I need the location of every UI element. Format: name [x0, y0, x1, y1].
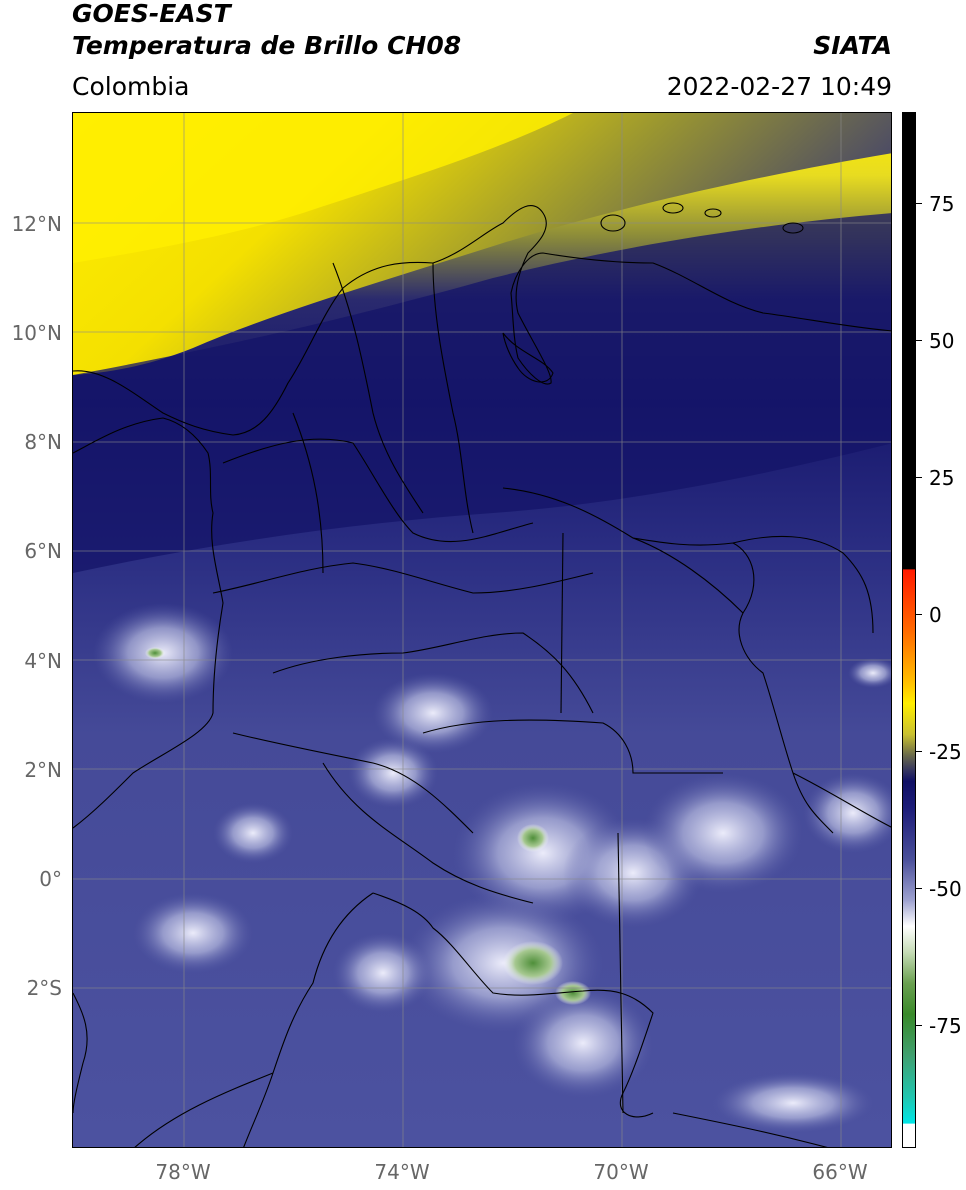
lon-label-66w: 66°W — [812, 1160, 868, 1184]
lat-label-0: 0° — [39, 867, 62, 891]
graticule — [73, 113, 891, 1147]
colorbar-tick — [916, 888, 922, 889]
colorbar-tick — [916, 203, 922, 204]
lon-label-74w: 74°W — [374, 1160, 430, 1184]
satellite-name: GOES-EAST — [72, 0, 231, 28]
colorbar-label-75: 75 — [929, 192, 955, 216]
colorbar-tick — [916, 751, 922, 752]
colorbar-tick — [916, 1025, 922, 1026]
colorbar-label-25: 25 — [929, 466, 955, 490]
lat-label-4n: 4°N — [24, 649, 62, 673]
lon-label-70w: 70°W — [593, 1160, 649, 1184]
timestamp-label: 2022-02-27 10:49 — [666, 72, 892, 101]
lat-label-2s: 2°S — [26, 976, 62, 1000]
colorbar-tick — [916, 340, 922, 341]
country-borders — [73, 202, 891, 1147]
colorbar-label-0: 0 — [929, 603, 942, 627]
brand-label: SIATA — [813, 31, 892, 60]
satellite-map[interactable] — [72, 112, 892, 1148]
product-title: Temperatura de Brillo CH08 — [72, 31, 462, 60]
colorbar-label-neg50: -50 — [929, 877, 962, 901]
lat-label-2n: 2°N — [24, 758, 62, 782]
colorbar-tick — [916, 477, 922, 478]
lon-label-78w: 78°W — [155, 1160, 211, 1184]
region-label: Colombia — [72, 72, 190, 101]
colorbar-label-50: 50 — [929, 329, 955, 353]
temperature-colorbar — [902, 112, 916, 1148]
lat-label-10n: 10°N — [11, 321, 62, 345]
lat-label-12n: 12°N — [11, 212, 62, 236]
lat-label-6n: 6°N — [24, 539, 62, 563]
colorbar-label-neg75: -75 — [929, 1014, 962, 1038]
colorbar-label-neg25: -25 — [929, 740, 962, 764]
lat-label-8n: 8°N — [24, 430, 62, 454]
colorbar-tick — [916, 614, 922, 615]
